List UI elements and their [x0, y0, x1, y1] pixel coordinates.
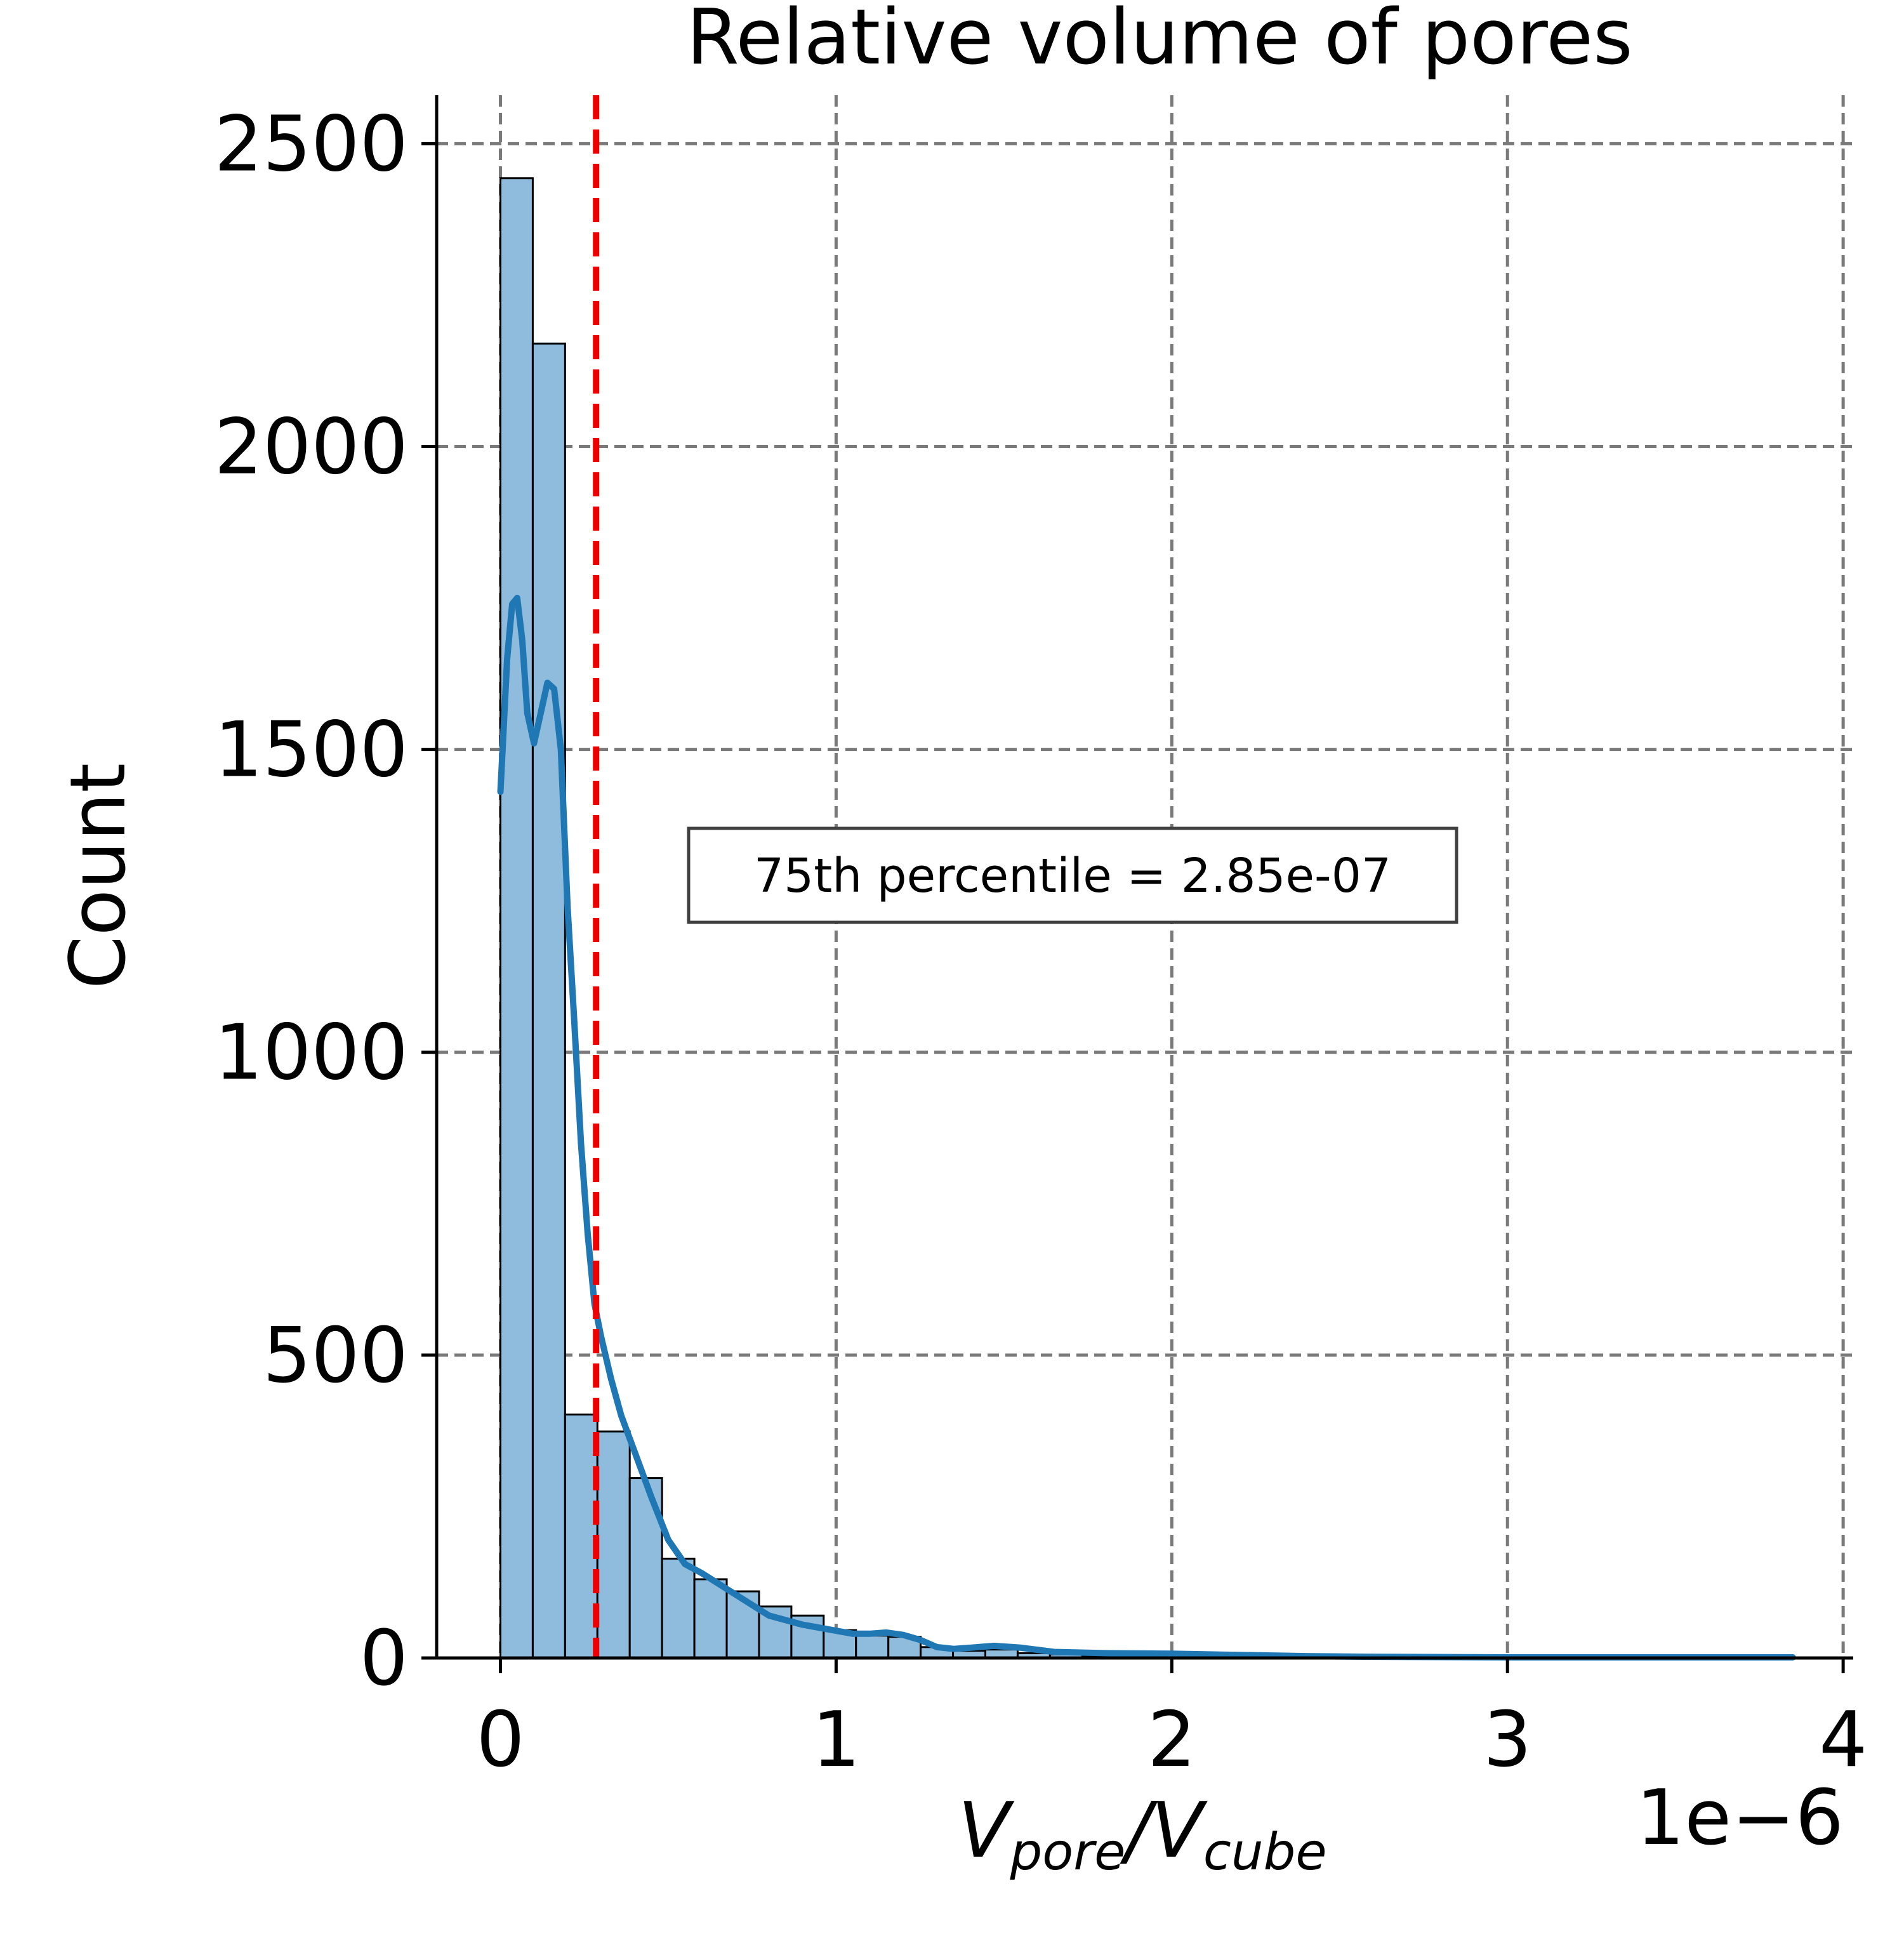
- histogram-bar: [499, 177, 534, 1659]
- annotation-box: [687, 826, 1458, 924]
- y-tick-label: 1000: [215, 1009, 408, 1097]
- x-offset-text: 1e−6: [1636, 1774, 1844, 1862]
- x-axis-label: Vpore/Vcube: [958, 1787, 1326, 1881]
- y-tick-label: 2000: [215, 403, 408, 491]
- y-tick-label: 1500: [215, 706, 408, 795]
- x-tick-label: 2: [1147, 1696, 1196, 1784]
- annotation-text: 75th percentile = 2.85e-07: [754, 849, 1391, 903]
- y-tick-label: 2500: [215, 100, 408, 189]
- y-tick-label: 0: [360, 1615, 408, 1703]
- x-axis-label-v1: V: [958, 1787, 1015, 1875]
- percentile-annotation: 75th percentile = 2.85e-07: [687, 826, 1458, 924]
- x-axis-label-sub1: pore: [1010, 1822, 1126, 1881]
- x-axis-label-sub2: cube: [1203, 1822, 1327, 1881]
- x-tick-label: 3: [1483, 1696, 1531, 1784]
- x-tick-label: 0: [476, 1696, 524, 1784]
- histogram-bar: [564, 1413, 598, 1659]
- y-tick-label: 500: [263, 1312, 408, 1400]
- axes-layer: 0 1 2 3 4 0 500 1000 1500 2000 2500: [215, 95, 1867, 1784]
- histogram-bar: [693, 1578, 728, 1659]
- histogram-bar: [661, 1558, 696, 1659]
- kde-layer: [497, 595, 1796, 1661]
- x-tick-label: 1: [812, 1696, 860, 1784]
- chart-title: Relative volume of pores: [686, 0, 1632, 82]
- kde-line: [497, 595, 1796, 1661]
- histogram-bar: [855, 1635, 890, 1659]
- histogram-bar: [531, 342, 566, 1659]
- y-axis-label: Count: [55, 763, 143, 989]
- x-axis-label-v2: V: [1151, 1787, 1208, 1875]
- x-tick-label: 4: [1819, 1696, 1867, 1784]
- histogram-bar: [596, 1430, 631, 1659]
